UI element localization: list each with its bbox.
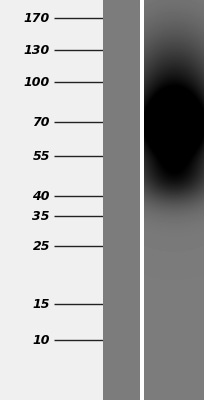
Text: 130: 130 [24,44,50,56]
Text: 55: 55 [32,150,50,162]
Text: 70: 70 [32,116,50,128]
Bar [140,0,144,400]
Text: 10: 10 [32,334,50,346]
Text: 170: 170 [24,12,50,24]
Text: 35: 35 [32,210,50,222]
Text: 40: 40 [32,190,50,202]
Text: 100: 100 [24,76,50,88]
Text: 25: 25 [32,240,50,252]
Text: 15: 15 [32,298,50,310]
